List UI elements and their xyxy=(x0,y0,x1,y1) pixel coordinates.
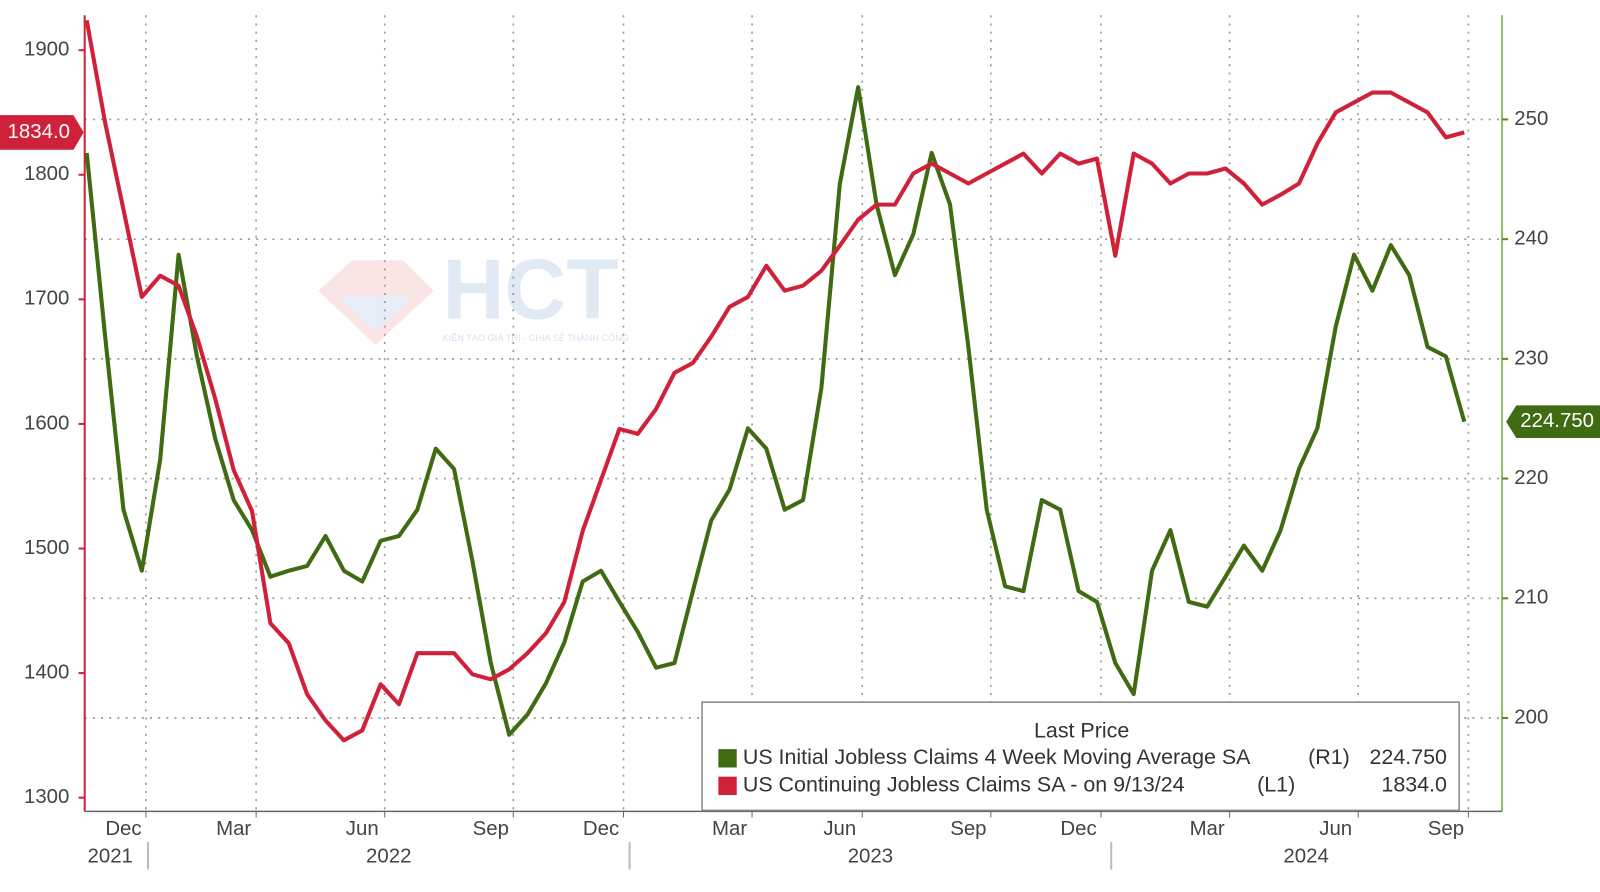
y-tick-label: 1800 xyxy=(24,163,69,185)
y-tick-label: 1900 xyxy=(24,39,69,61)
year-label: 2024 xyxy=(1283,846,1328,868)
x-tick-label: Jun xyxy=(1319,818,1352,840)
x-tick-label: Mar xyxy=(1190,818,1225,840)
y2-tick-label: 240 xyxy=(1514,228,1548,250)
y-tick-label: 1400 xyxy=(24,661,69,683)
year-label: 2023 xyxy=(848,846,893,868)
x-tick-label: Dec xyxy=(105,818,141,840)
watermark-tagline: KIẾN TẠO GIÁ TRỊ - CHIA SẺ THÀNH CÔNG xyxy=(442,332,629,343)
last-value-flag xyxy=(1506,405,1600,439)
x-tick-label: Sep xyxy=(473,818,509,840)
series-line xyxy=(84,85,1467,737)
grid xyxy=(84,15,1503,812)
y-tick-label: 1600 xyxy=(24,412,69,434)
legend-value: 224.750 xyxy=(1370,745,1448,769)
legend-label: US Continuing Jobless Claims SA - on 9/1… xyxy=(743,773,1185,797)
legend-axis: (L1) xyxy=(1257,773,1295,797)
legend: Last Price US Initial Jobless Claims 4 W… xyxy=(701,701,1460,812)
x-tick-label: Mar xyxy=(712,818,747,840)
legend-box xyxy=(701,701,1460,812)
y2-tick-label: 220 xyxy=(1514,467,1548,489)
watermark-logo xyxy=(318,260,434,345)
y2-tick-label: 250 xyxy=(1514,108,1548,130)
last-value-label: 1834.0 xyxy=(8,121,70,143)
x-tick-label: Sep xyxy=(1428,818,1464,840)
y-tick-label: 1700 xyxy=(24,288,69,310)
last-value-flag xyxy=(0,115,84,150)
x-tick-label: Jun xyxy=(823,818,856,840)
x-tick-label: Dec xyxy=(583,818,619,840)
legend-value: 1834.0 xyxy=(1381,773,1447,797)
x-tick-label: Dec xyxy=(1060,818,1096,840)
watermark-logo xyxy=(336,295,414,332)
y-tick-label: 1500 xyxy=(24,537,69,559)
series-line xyxy=(84,19,1465,743)
legend-axis: (R1) xyxy=(1308,745,1350,769)
y2-tick-label: 210 xyxy=(1514,587,1548,609)
legend-swatch xyxy=(718,749,737,768)
y2-tick-label: 200 xyxy=(1514,706,1548,728)
legend-label: US Initial Jobless Claims 4 Week Moving … xyxy=(743,745,1251,769)
x-tick-label: Sep xyxy=(950,818,986,840)
watermark: HCT KIẾN TẠO GIÁ TRỊ - CHIA SẺ THÀNH CÔN… xyxy=(318,242,629,345)
x-tick-label: Jun xyxy=(346,818,379,840)
year-label: 2021 xyxy=(88,846,133,868)
legend-title: Last Price xyxy=(1034,718,1129,742)
watermark-text: HCT xyxy=(443,242,619,338)
axes: 1300 1400 1500 1600 1700 1800 1900 200 210 220 230… xyxy=(24,15,1548,870)
last-value-label: 224.750 xyxy=(1520,410,1594,432)
plot-area xyxy=(84,19,1467,743)
legend-swatch xyxy=(718,776,737,796)
y-tick-label: 1300 xyxy=(24,786,69,808)
x-tick-label: Mar xyxy=(216,818,251,840)
year-label: 2022 xyxy=(366,846,411,868)
y2-tick-label: 230 xyxy=(1514,347,1548,369)
